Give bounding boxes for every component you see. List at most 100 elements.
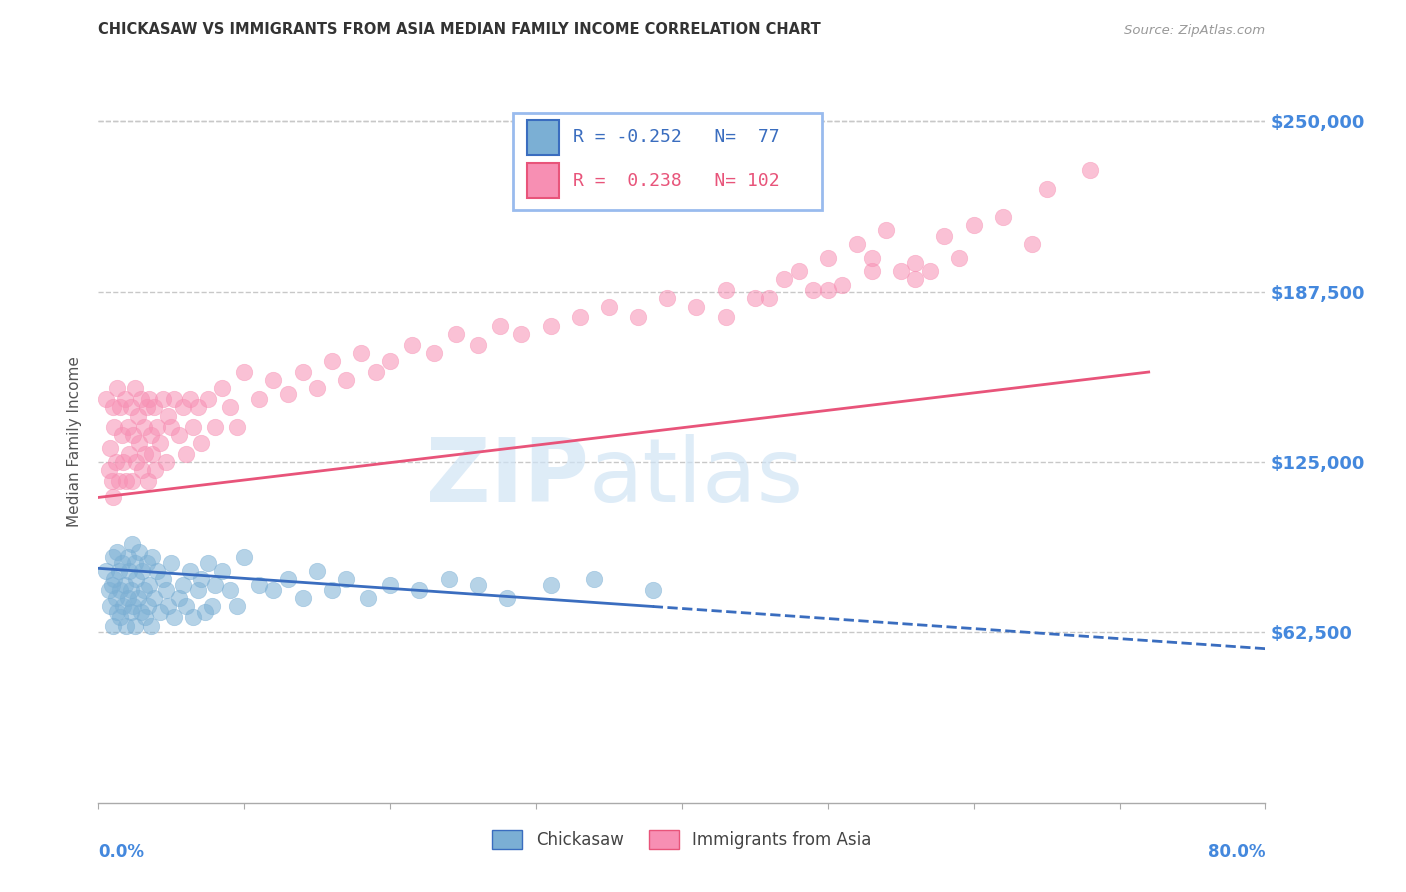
Point xyxy=(174,447,197,461)
Point xyxy=(187,583,209,598)
FancyBboxPatch shape xyxy=(513,112,823,211)
Point xyxy=(121,537,143,551)
Point xyxy=(181,610,204,624)
Point xyxy=(111,427,134,442)
Point xyxy=(98,442,121,456)
Point xyxy=(155,583,177,598)
Point xyxy=(380,354,402,368)
Point xyxy=(627,310,650,325)
Point xyxy=(204,419,226,434)
Point xyxy=(104,591,127,606)
Point xyxy=(846,236,869,251)
Point xyxy=(488,318,510,333)
Point xyxy=(277,387,299,401)
Point xyxy=(97,463,120,477)
Point xyxy=(423,346,446,360)
Point xyxy=(685,300,707,314)
Point xyxy=(321,354,343,368)
Point xyxy=(100,474,122,488)
Point xyxy=(787,264,810,278)
Point xyxy=(335,572,357,586)
Point xyxy=(583,572,606,586)
Point xyxy=(101,550,124,565)
Point xyxy=(948,251,970,265)
Point xyxy=(364,365,387,379)
Point xyxy=(307,564,329,578)
Point xyxy=(540,577,562,591)
Point xyxy=(110,401,132,415)
Point xyxy=(291,365,314,379)
Point xyxy=(204,577,226,591)
Point xyxy=(105,545,128,559)
Point xyxy=(172,401,194,415)
Point xyxy=(380,577,402,591)
Point xyxy=(115,618,138,632)
Point xyxy=(101,618,124,632)
Point xyxy=(160,556,183,570)
Point xyxy=(540,318,562,333)
Point xyxy=(120,583,142,598)
Point xyxy=(152,572,174,586)
Point xyxy=(904,256,927,270)
Point xyxy=(127,591,149,606)
Point xyxy=(190,572,212,586)
Point xyxy=(714,283,737,297)
Point xyxy=(101,401,124,415)
Point xyxy=(247,577,270,591)
Point xyxy=(247,392,270,407)
Point xyxy=(187,401,209,415)
Point xyxy=(904,272,927,286)
Point xyxy=(155,455,177,469)
Point xyxy=(190,436,212,450)
Point xyxy=(139,427,162,442)
Point xyxy=(568,310,591,325)
Point xyxy=(197,392,219,407)
Point xyxy=(103,419,125,434)
Point xyxy=(510,326,533,341)
Point xyxy=(142,401,165,415)
Text: R = -0.252   N=  77: R = -0.252 N= 77 xyxy=(574,128,780,146)
Point xyxy=(172,577,194,591)
Point xyxy=(801,283,824,297)
Point xyxy=(97,583,120,598)
Point xyxy=(138,577,160,591)
Point xyxy=(335,373,357,387)
Point xyxy=(233,365,256,379)
Point xyxy=(467,577,489,591)
Point xyxy=(124,381,146,395)
Point xyxy=(127,409,149,423)
Point xyxy=(112,599,135,614)
Point xyxy=(744,292,766,306)
Point xyxy=(496,591,519,606)
Point xyxy=(934,228,956,243)
Point xyxy=(142,591,165,606)
Point xyxy=(139,618,162,632)
Point xyxy=(94,564,117,578)
Point xyxy=(112,455,135,469)
Point xyxy=(132,583,155,598)
Point xyxy=(201,599,224,614)
Legend: Chickasaw, Immigrants from Asia: Chickasaw, Immigrants from Asia xyxy=(486,823,877,856)
Bar xyxy=(527,163,560,198)
Text: atlas: atlas xyxy=(589,434,804,521)
Point xyxy=(437,572,460,586)
Point xyxy=(136,474,159,488)
Point xyxy=(991,210,1014,224)
Point xyxy=(122,427,145,442)
Text: Source: ZipAtlas.com: Source: ZipAtlas.com xyxy=(1125,24,1265,37)
Point xyxy=(100,577,122,591)
Point xyxy=(110,583,132,598)
Point xyxy=(962,218,984,232)
Point xyxy=(108,474,131,488)
Point xyxy=(149,436,172,450)
Point xyxy=(146,419,169,434)
Text: CHICKASAW VS IMMIGRANTS FROM ASIA MEDIAN FAMILY INCOME CORRELATION CHART: CHICKASAW VS IMMIGRANTS FROM ASIA MEDIAN… xyxy=(98,22,821,37)
Point xyxy=(1035,182,1057,196)
Point xyxy=(218,583,240,598)
Point xyxy=(444,326,467,341)
Point xyxy=(860,264,883,278)
Bar xyxy=(527,120,560,154)
Point xyxy=(134,610,156,624)
Point xyxy=(163,392,186,407)
Point xyxy=(226,599,249,614)
